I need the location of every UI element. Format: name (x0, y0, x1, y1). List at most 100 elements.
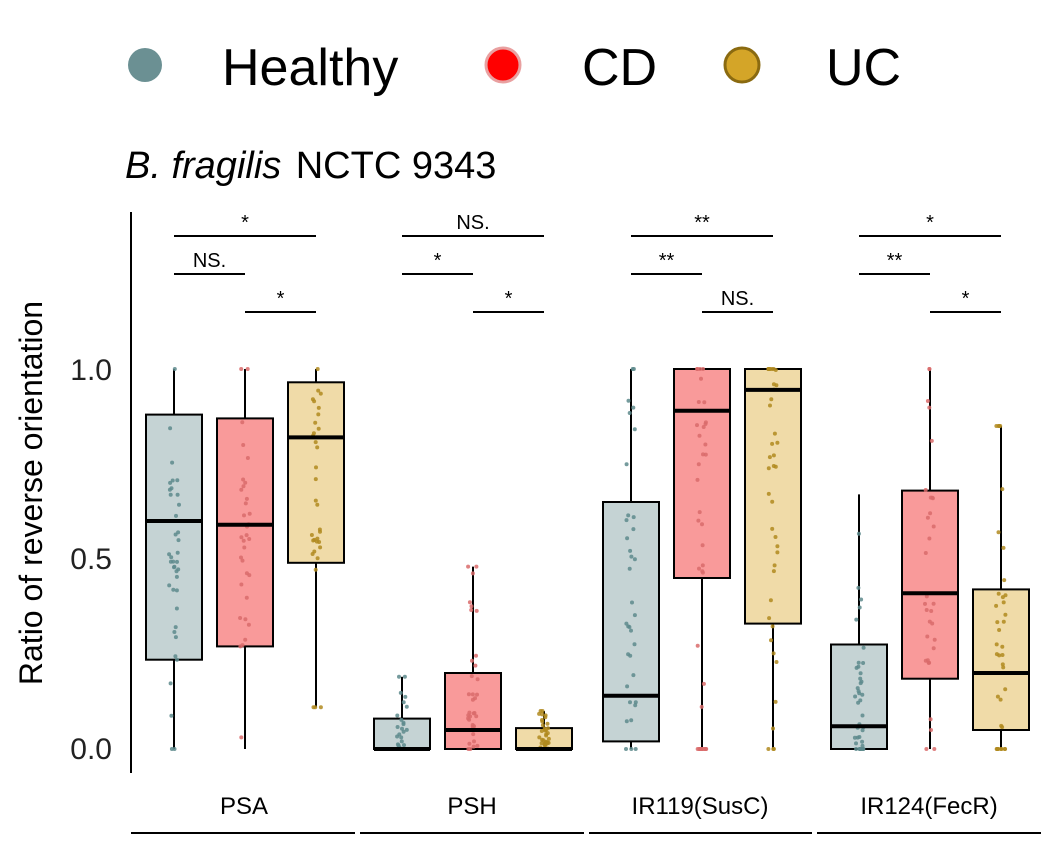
data-point-healthy (633, 700, 638, 705)
data-point-cd (927, 405, 932, 410)
data-point-uc (770, 526, 775, 531)
box-healthy (602, 501, 660, 743)
data-point-cd (239, 735, 244, 740)
data-point-healthy (857, 735, 862, 739)
data-point-cd (473, 663, 478, 668)
data-point-cd (241, 443, 246, 447)
data-point-healthy (860, 743, 865, 748)
data-point-healthy (858, 681, 863, 686)
data-point-healthy (632, 613, 637, 618)
data-point-uc (317, 527, 322, 532)
data-point-cd (703, 452, 708, 457)
data-point-cd (928, 717, 933, 722)
data-point-uc (310, 552, 315, 556)
data-point-uc (313, 498, 318, 503)
data-point-cd (923, 658, 928, 663)
data-point-cd (701, 425, 706, 429)
data-point-healthy (175, 492, 180, 497)
data-point-uc (1000, 725, 1005, 730)
x-tick-label-ir119: IR119(SusC) (632, 793, 769, 820)
box-group-psh: NS. * * (373, 212, 573, 751)
significance-label: NS. (456, 212, 489, 234)
chart-title: B. fragilis NCTC 9343 (125, 145, 496, 187)
data-point-cd (469, 608, 474, 612)
data-point-uc (996, 530, 1001, 535)
data-point-healthy (630, 600, 634, 605)
data-point-cd (244, 595, 249, 600)
data-point-cd (928, 511, 933, 516)
data-point-healthy (397, 732, 402, 737)
data-point-uc (995, 620, 1000, 625)
data-point-uc (543, 713, 548, 718)
data-point-cd (696, 400, 701, 404)
box-cd (673, 368, 731, 579)
data-point-healthy (629, 628, 633, 633)
data-point-healthy (401, 722, 406, 727)
box-group-ir119-susc-: ** ** NS. (602, 212, 802, 751)
significance-label: * (926, 212, 934, 234)
data-point-healthy (624, 719, 629, 724)
data-point-cd (239, 582, 244, 587)
box-cd (444, 672, 502, 750)
data-point-uc (999, 747, 1004, 751)
data-point-cd (244, 496, 249, 501)
data-point-uc (767, 455, 772, 460)
significance-label: NS. (193, 250, 226, 272)
legend-label-uc: UC (826, 39, 901, 97)
data-point-uc (1002, 578, 1007, 583)
x-axis: PSA PSH IR119(SusC) IR124(FecR) (131, 793, 1041, 834)
data-point-healthy (173, 654, 178, 659)
data-point-cd (239, 535, 244, 540)
data-point-uc (1000, 487, 1005, 492)
data-point-healthy (175, 657, 179, 662)
data-point-uc (768, 598, 773, 603)
data-point-cd (243, 637, 248, 642)
data-point-uc (546, 726, 550, 731)
data-point-healthy (175, 559, 179, 564)
data-point-uc (774, 660, 779, 664)
data-point-cd (930, 496, 935, 501)
data-point-cd (474, 564, 479, 569)
data-point-uc (766, 747, 771, 751)
data-point-cd (700, 522, 704, 527)
data-point-uc (540, 719, 545, 724)
data-point-uc (544, 739, 548, 744)
data-point-healthy (398, 690, 403, 695)
data-point-cd (469, 604, 474, 609)
data-point-cd (243, 480, 248, 485)
data-point-healthy (857, 605, 862, 610)
data-point-healthy (856, 700, 861, 705)
data-point-uc (540, 723, 545, 728)
data-point-healthy (176, 530, 181, 535)
data-point-healthy (854, 741, 858, 746)
data-point-cd (245, 456, 250, 460)
data-point-cd (247, 511, 252, 516)
data-point-healthy (172, 630, 177, 634)
legend-marker-uc (723, 46, 761, 84)
data-point-healthy (169, 713, 174, 718)
data-point-cd (470, 692, 475, 697)
data-point-uc (540, 709, 545, 713)
data-point-cd (474, 653, 478, 658)
data-point-uc (313, 567, 318, 572)
data-point-uc (312, 537, 317, 542)
data-point-uc (998, 424, 1003, 428)
box-healthy (830, 643, 888, 750)
data-point-uc (1000, 662, 1005, 667)
data-point-cd (471, 732, 476, 737)
data-point-cd (699, 704, 704, 709)
data-point-cd (240, 558, 245, 563)
data-point-cd (696, 518, 701, 523)
data-point-healthy (402, 743, 406, 748)
data-point-healthy (175, 478, 180, 483)
data-point-cd (927, 536, 932, 541)
data-point-uc (311, 705, 316, 710)
data-point-cd (925, 515, 930, 520)
data-point-uc (313, 477, 318, 482)
data-point-uc (996, 591, 1001, 596)
data-point-cd (697, 433, 702, 438)
data-point-uc (1003, 687, 1008, 692)
data-point-cd (239, 367, 244, 371)
data-point-cd (932, 747, 937, 751)
data-point-healthy (853, 694, 858, 699)
